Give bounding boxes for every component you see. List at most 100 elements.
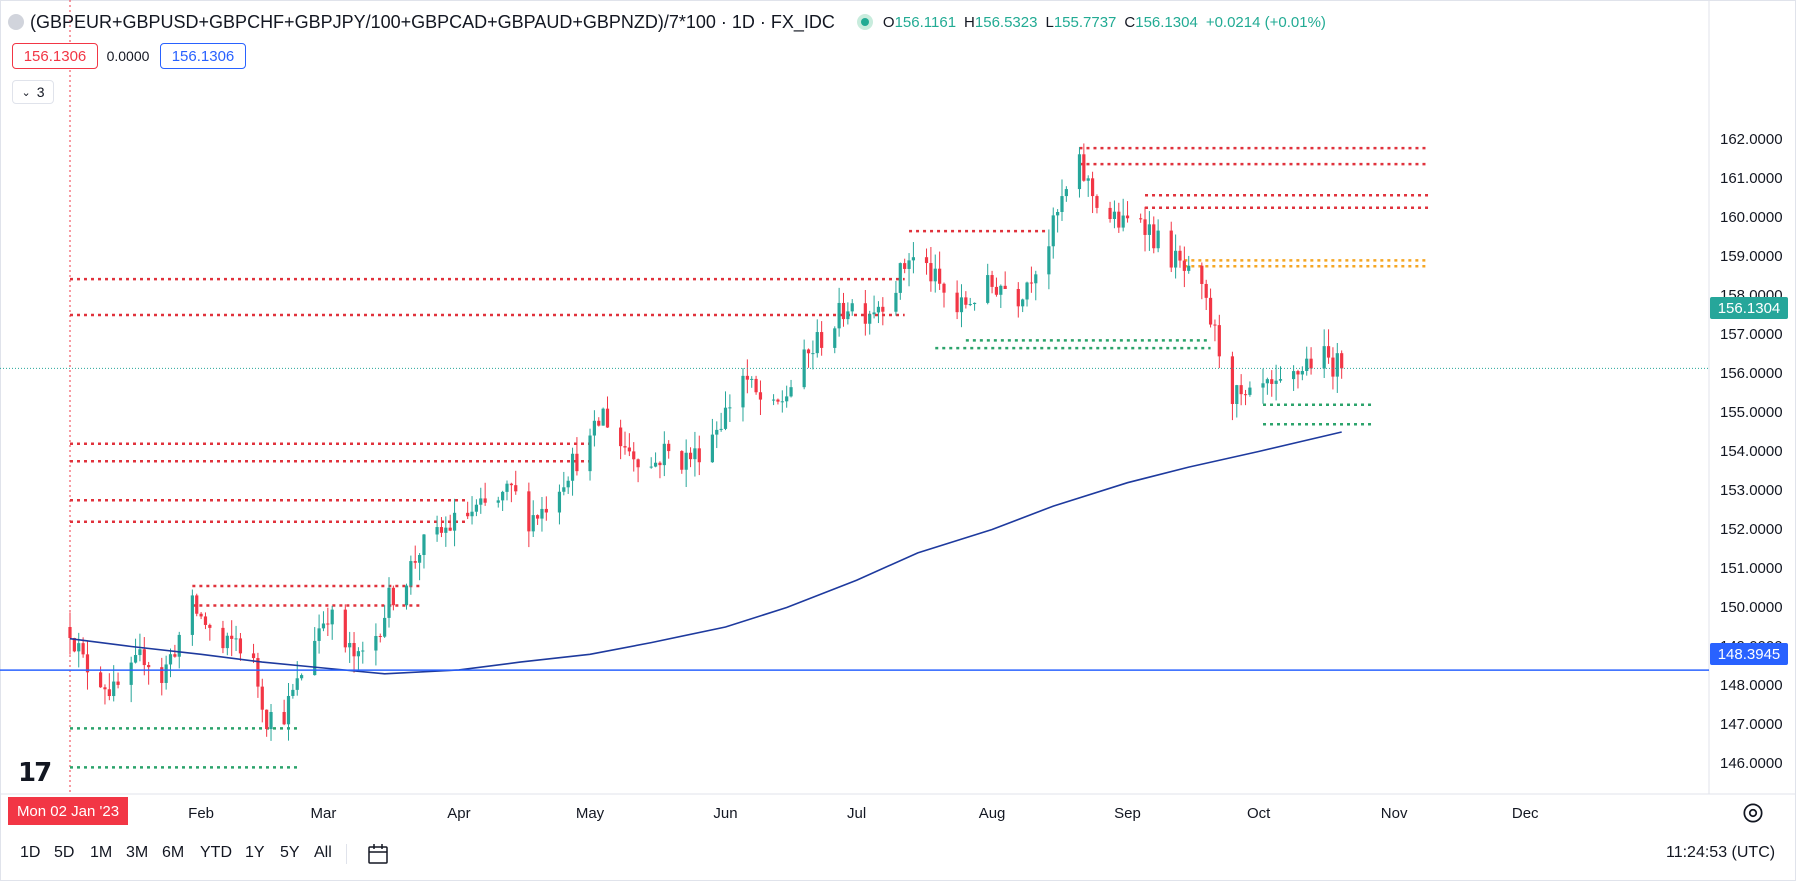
candle bbox=[750, 376, 754, 388]
candle bbox=[964, 291, 968, 309]
candle bbox=[1152, 216, 1156, 254]
candle bbox=[933, 254, 937, 293]
candle bbox=[352, 632, 356, 673]
candle bbox=[715, 421, 719, 449]
candle bbox=[597, 417, 601, 427]
candle bbox=[282, 699, 286, 726]
candle bbox=[300, 673, 304, 681]
candle bbox=[313, 627, 317, 676]
timeframe-6m-button[interactable]: 6M bbox=[162, 844, 185, 861]
candle bbox=[1021, 298, 1025, 313]
candle bbox=[374, 623, 378, 666]
candle bbox=[1047, 229, 1051, 290]
buy-button[interactable]: 156.1306 bbox=[160, 43, 246, 69]
candle bbox=[116, 672, 120, 689]
candle bbox=[330, 605, 334, 640]
candle bbox=[1213, 319, 1217, 342]
price-tick-label: 157.0000 bbox=[1720, 325, 1783, 343]
calendar-icon[interactable] bbox=[366, 842, 390, 866]
time-tick-label: Dec bbox=[1511, 805, 1539, 822]
candle bbox=[1108, 201, 1112, 223]
bottom-toolbar: 1D 5D 1M 3M 6M YTD 1Y 5Y All bbox=[0, 838, 1796, 868]
candle bbox=[466, 501, 470, 520]
candle bbox=[452, 498, 457, 547]
candle bbox=[1200, 262, 1204, 300]
candle bbox=[811, 340, 815, 370]
time-tick-label: Nov bbox=[1380, 805, 1408, 822]
candle bbox=[1121, 198, 1125, 232]
candle bbox=[601, 407, 605, 426]
timeframe-3m-button[interactable]: 3M bbox=[126, 844, 149, 861]
candle bbox=[1174, 234, 1178, 279]
timeframe-1d-button[interactable]: 1D bbox=[20, 844, 41, 861]
candle bbox=[195, 593, 199, 617]
candle bbox=[470, 496, 474, 525]
candle bbox=[1169, 221, 1173, 273]
candle bbox=[1322, 329, 1326, 378]
candle bbox=[265, 709, 269, 737]
candle bbox=[1335, 342, 1339, 393]
candle bbox=[168, 648, 173, 678]
candle bbox=[802, 339, 806, 390]
candle bbox=[841, 292, 846, 327]
sell-button[interactable]: 156.1306 bbox=[12, 43, 98, 69]
timeframe-5y-button[interactable]: 5Y bbox=[280, 844, 300, 861]
candle bbox=[986, 263, 990, 305]
candle bbox=[1235, 384, 1239, 418]
candle bbox=[160, 657, 164, 696]
candle bbox=[570, 447, 575, 496]
timeframe-5d-button[interactable]: 5D bbox=[54, 844, 75, 861]
candle bbox=[942, 282, 946, 308]
candle bbox=[317, 614, 321, 654]
candle bbox=[1156, 219, 1160, 253]
candle bbox=[514, 470, 518, 495]
utc-clock[interactable]: 11:24:53 (UTC) bbox=[1666, 844, 1776, 861]
candle bbox=[418, 553, 422, 581]
market-status-icon[interactable] bbox=[856, 14, 873, 30]
candle bbox=[190, 589, 194, 646]
candle bbox=[221, 620, 225, 654]
timeframe-ytd-button[interactable]: YTD bbox=[200, 844, 232, 861]
timeframe-1m-button[interactable]: 1M bbox=[90, 844, 113, 861]
candle bbox=[448, 514, 452, 532]
candle bbox=[1248, 381, 1252, 397]
candle bbox=[387, 577, 391, 628]
tradingview-logo[interactable]: 17 bbox=[18, 758, 52, 788]
candle bbox=[208, 623, 212, 641]
candle bbox=[238, 633, 243, 661]
candle bbox=[868, 310, 872, 335]
indicators-toggle-button[interactable]: ⌄ 3 bbox=[12, 80, 54, 104]
candle bbox=[972, 302, 977, 311]
candle bbox=[968, 297, 972, 307]
candle bbox=[348, 631, 352, 663]
candle bbox=[133, 638, 138, 664]
candle bbox=[1117, 202, 1121, 233]
candle bbox=[1239, 374, 1243, 406]
price-tick-label: 146.0000 bbox=[1720, 754, 1783, 772]
price-tick-label: 159.0000 bbox=[1720, 247, 1783, 265]
candle bbox=[815, 319, 819, 358]
candle bbox=[758, 380, 763, 416]
candle bbox=[693, 431, 697, 477]
moving-average-line[interactable] bbox=[69, 431, 1342, 675]
candle bbox=[1296, 369, 1300, 389]
chart-settings-gear-icon[interactable] bbox=[1740, 800, 1766, 826]
candle bbox=[562, 471, 566, 496]
candle bbox=[1034, 270, 1038, 301]
candle bbox=[199, 612, 203, 620]
candle bbox=[147, 661, 151, 685]
candle bbox=[588, 428, 592, 481]
timeframe-all-button[interactable]: All bbox=[314, 844, 332, 861]
candle bbox=[531, 500, 535, 538]
symbol-title[interactable]: (GBPEUR+GBPUSD+GBPCHF+GBPJPY/100+GBPCAD+… bbox=[30, 11, 835, 32]
candle bbox=[876, 301, 881, 324]
candle bbox=[719, 412, 723, 432]
time-tick-label: Oct bbox=[1246, 805, 1271, 822]
candle bbox=[1125, 201, 1130, 223]
candle bbox=[544, 496, 548, 521]
candle bbox=[474, 499, 479, 517]
candle bbox=[501, 490, 505, 511]
candle bbox=[728, 394, 732, 423]
timeframe-1y-button[interactable]: 1Y bbox=[245, 844, 265, 861]
